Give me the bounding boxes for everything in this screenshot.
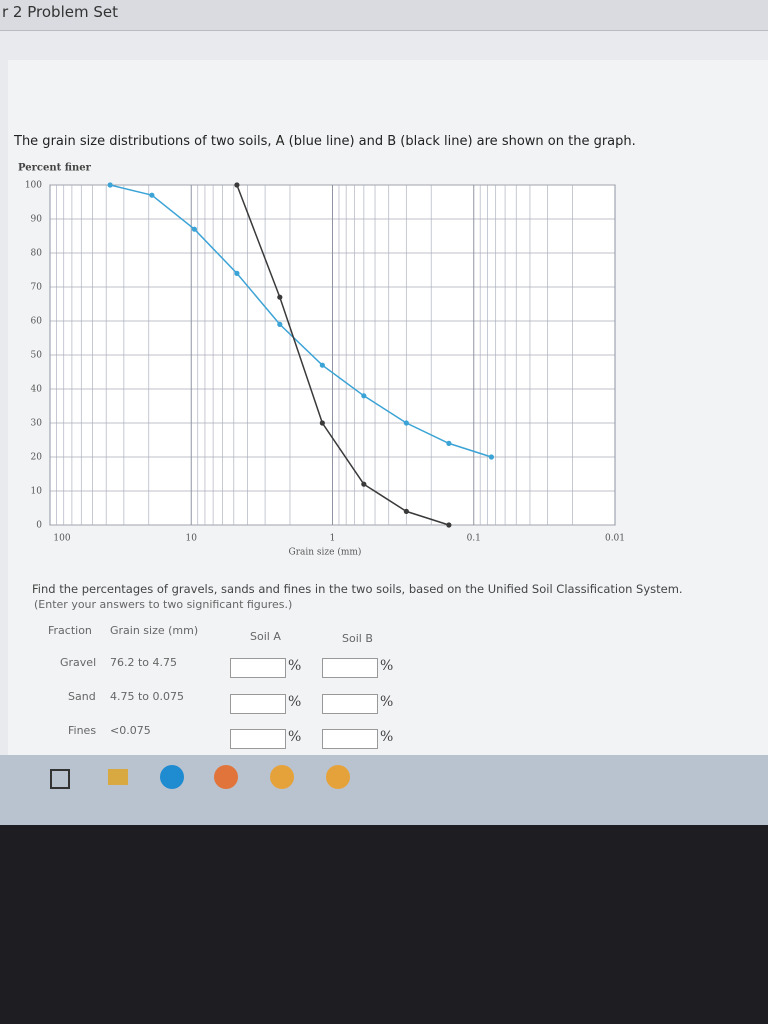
unit-label: % xyxy=(288,729,302,745)
data-point xyxy=(191,226,197,232)
unit-label: % xyxy=(380,658,394,674)
series-line xyxy=(109,184,492,458)
chrome-icon[interactable] xyxy=(326,765,350,789)
data-point xyxy=(446,440,452,446)
y-tick-label: 60 xyxy=(31,317,43,327)
table-header: Grain size (mm) xyxy=(110,624,199,637)
answer-input[interactable] xyxy=(322,658,378,678)
page-title: r 2 Problem Set xyxy=(2,3,118,21)
grain-size: 4.75 to 0.075 xyxy=(110,690,185,703)
y-tick-label: 40 xyxy=(31,385,43,395)
data-point xyxy=(107,182,113,188)
data-point xyxy=(319,420,325,426)
data-point xyxy=(234,182,240,188)
y-tick-label: 50 xyxy=(31,351,43,361)
answer-input[interactable] xyxy=(230,729,286,749)
instructions: Find the percentages of gravels, sands a… xyxy=(32,582,683,596)
answer-input[interactable] xyxy=(230,658,286,678)
x-tick-label: 0.1 xyxy=(467,534,481,544)
question-text: The grain size distributions of two soil… xyxy=(14,134,636,149)
note: (Enter your answers to two significant f… xyxy=(34,598,293,611)
answer-input[interactable] xyxy=(230,693,286,714)
x-tick-label: 10 xyxy=(186,534,198,544)
y-tick-label: 100 xyxy=(25,181,42,191)
x-tick-label: 100 xyxy=(53,534,70,544)
data-point xyxy=(403,420,409,426)
data-point xyxy=(234,270,240,276)
data-point xyxy=(277,294,283,300)
data-point xyxy=(446,522,452,528)
table-header: Fraction xyxy=(48,624,92,637)
x-axis-label: Grain size (mm) xyxy=(289,547,362,558)
answer-input[interactable] xyxy=(322,693,378,714)
data-point xyxy=(277,321,283,327)
y-tick-label: 20 xyxy=(31,453,43,463)
table-header: Soil A xyxy=(250,630,281,643)
explorer-icon[interactable] xyxy=(108,769,128,785)
y-tick-label: 0 xyxy=(36,521,42,531)
data-point xyxy=(403,508,409,514)
chart: Percent finer Grain size (mm) 0 10 20 30 40 5… xyxy=(18,163,625,558)
taskbar xyxy=(0,755,768,825)
unit-label: % xyxy=(380,729,394,745)
y-tick-label: 30 xyxy=(31,419,43,429)
y-tick-label: 90 xyxy=(31,215,43,225)
data-point xyxy=(361,393,367,399)
fraction-label: Gravel xyxy=(60,656,97,669)
series-line xyxy=(236,184,450,526)
data-point xyxy=(319,362,325,368)
fraction-label: Fines xyxy=(68,724,97,737)
data-point xyxy=(488,454,494,460)
y-tick-label: 70 xyxy=(31,283,43,293)
y-tick-label: 10 xyxy=(31,487,43,497)
title-bar: r 2 Problem Set xyxy=(0,0,768,31)
unit-label: % xyxy=(380,693,394,710)
x-tick-label: 1 xyxy=(330,534,336,544)
edge-icon[interactable] xyxy=(160,765,184,789)
unit-label: % xyxy=(288,693,302,710)
unit-label: % xyxy=(288,658,302,674)
y-tick-label: 80 xyxy=(31,249,43,259)
y-axis-label: Percent finer xyxy=(18,163,92,174)
task-view-icon[interactable] xyxy=(50,769,70,789)
answer-input[interactable] xyxy=(322,729,378,749)
x-tick-label: 0.01 xyxy=(605,534,625,544)
firefox-icon[interactable] xyxy=(214,765,238,789)
data-point xyxy=(361,481,367,487)
grain-size: <0.075 xyxy=(110,724,151,737)
table-header: Soil B xyxy=(342,632,373,645)
fraction-label: Sand xyxy=(68,690,96,703)
data-point xyxy=(149,192,155,198)
chrome-icon[interactable] xyxy=(270,765,294,789)
grain-size: 76.2 to 4.75 xyxy=(110,656,178,669)
